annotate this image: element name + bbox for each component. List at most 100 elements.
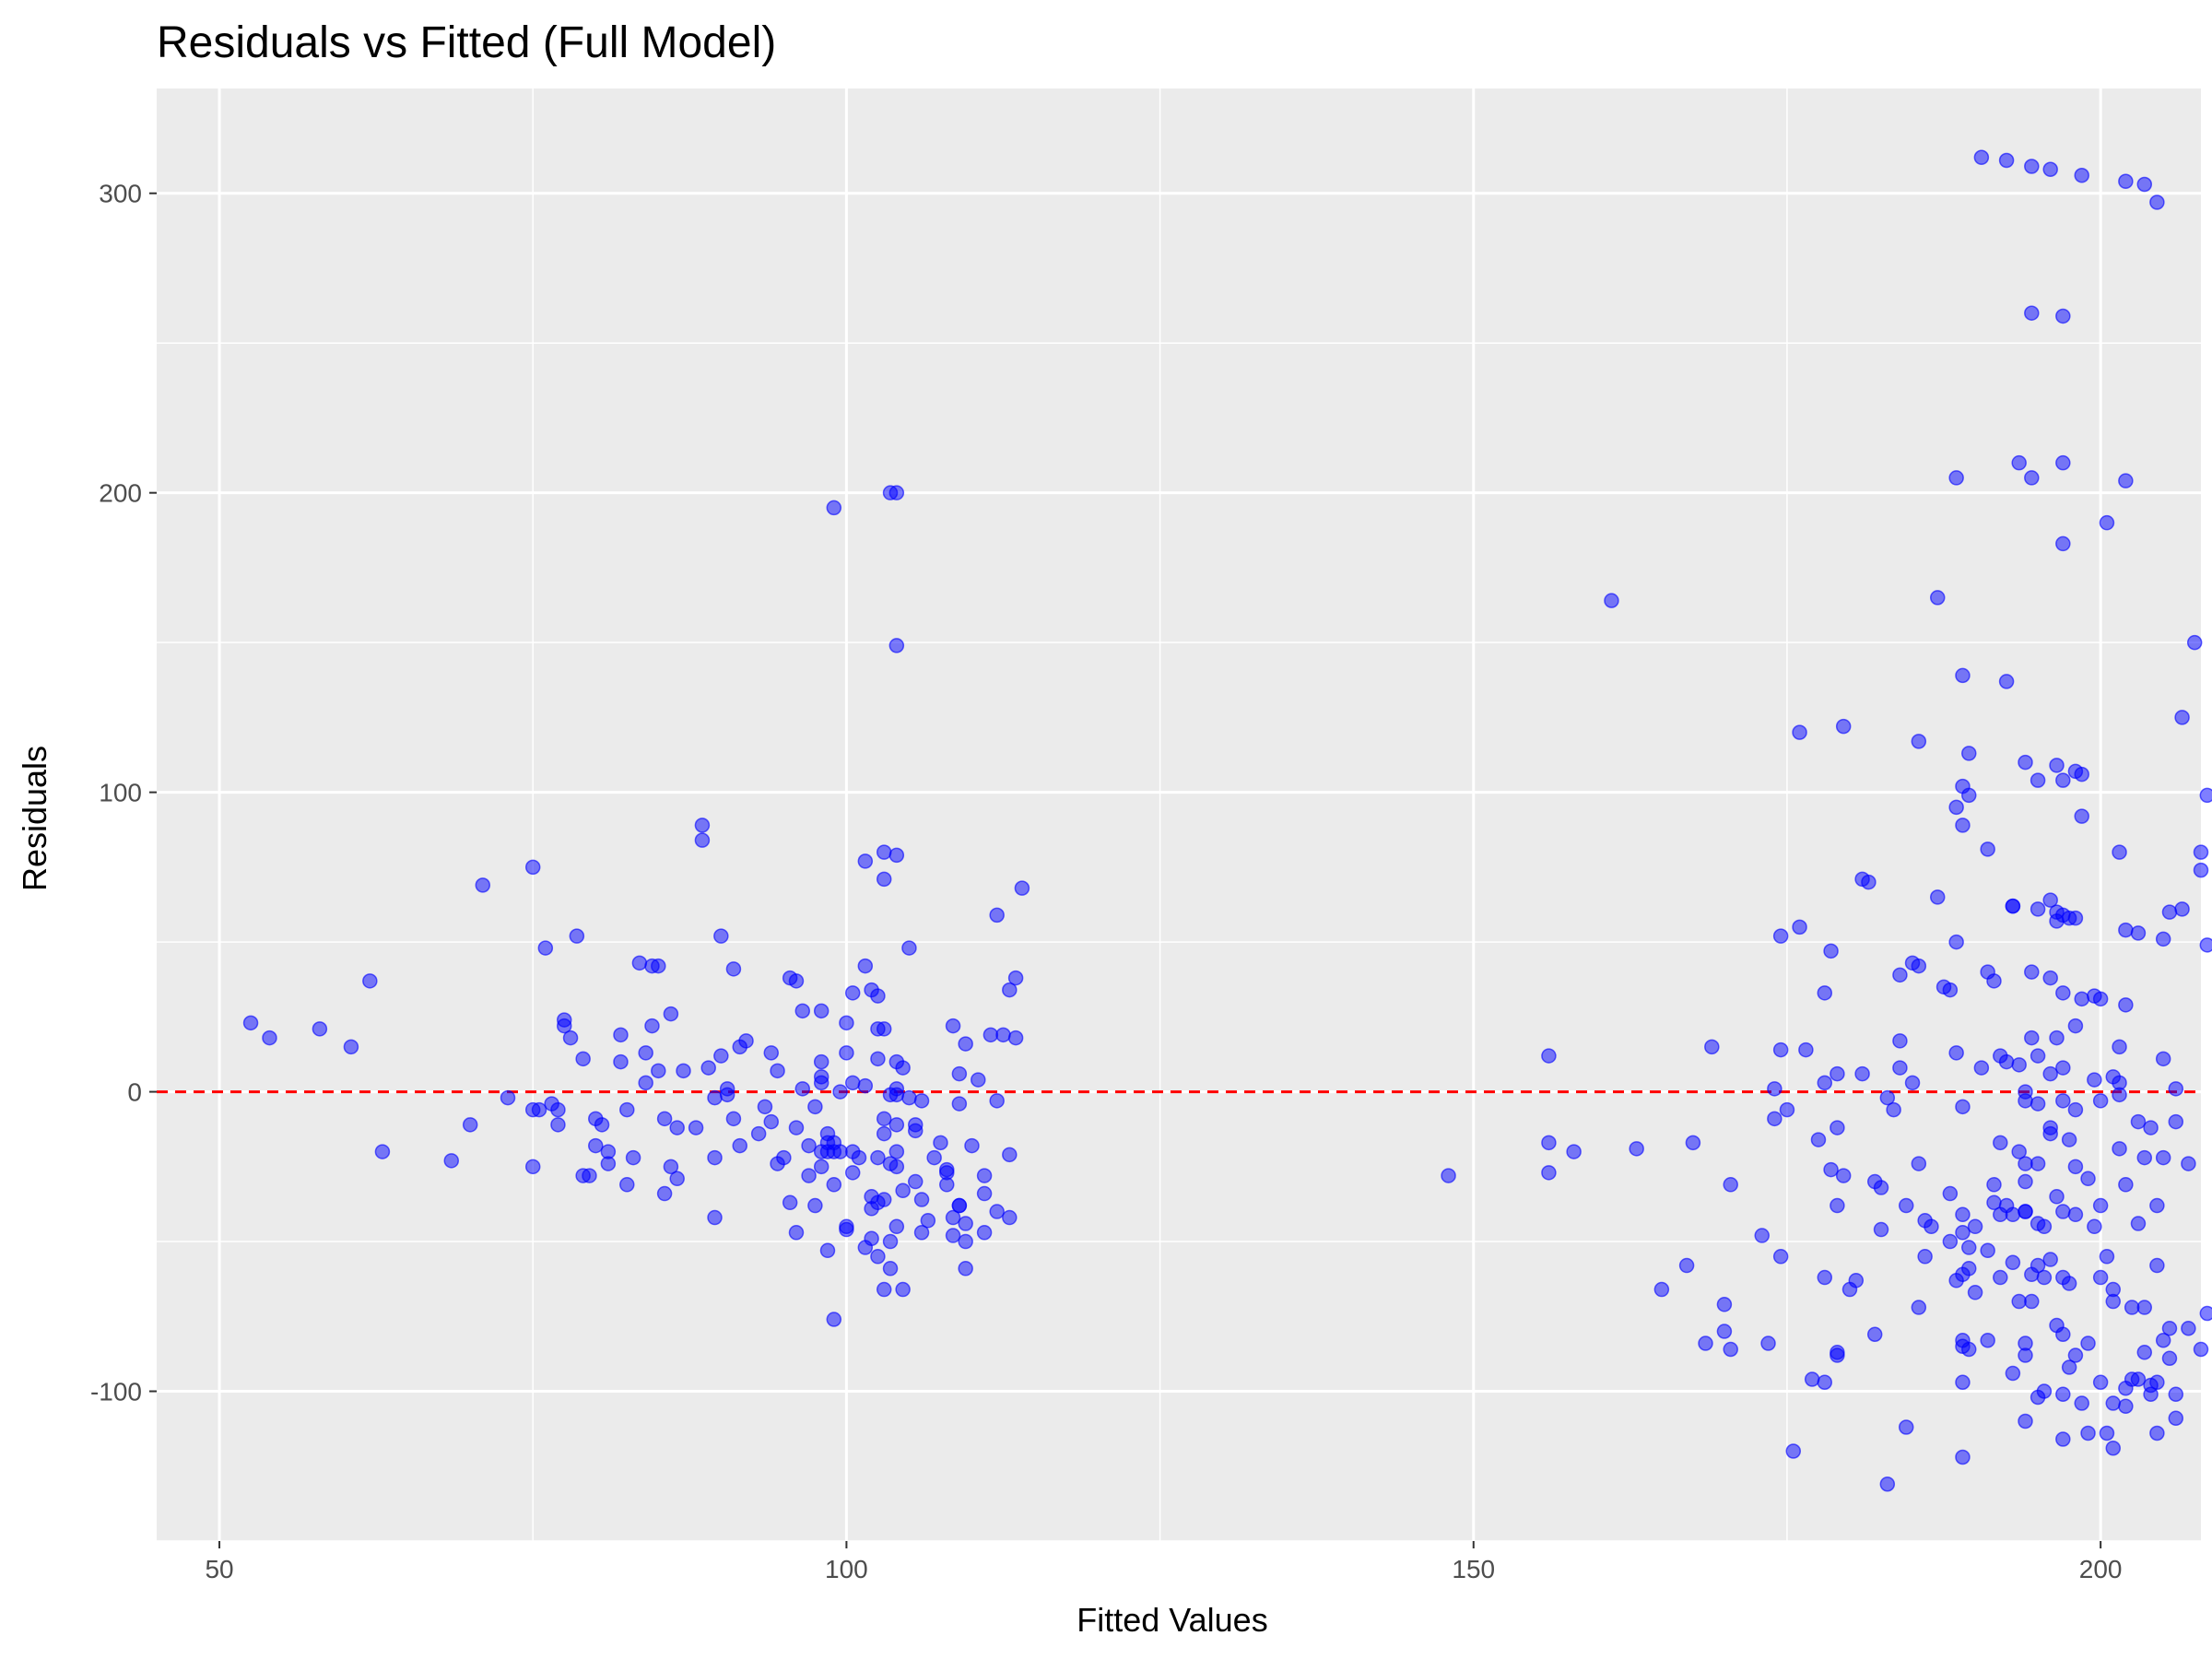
data-point: [500, 1089, 516, 1106]
data-point: [651, 1063, 666, 1079]
data-point: [951, 1197, 968, 1214]
data-point: [1973, 1060, 1990, 1076]
data-point: [707, 1209, 723, 1226]
data-point: [2030, 1156, 2046, 1171]
data-point: [1898, 1197, 1914, 1214]
data-point: [1866, 1326, 1883, 1343]
data-point: [1653, 1281, 1670, 1298]
data-point: [1541, 1048, 1557, 1064]
data-point: [1002, 1147, 1018, 1163]
data-point: [575, 1051, 591, 1067]
data-point: [2130, 1113, 2147, 1130]
data-point: [619, 1101, 635, 1118]
data-point: [2042, 892, 2058, 908]
y-axis-title: Residuals: [16, 746, 53, 891]
data-point: [738, 1033, 754, 1049]
data-point: [1898, 1419, 1914, 1435]
data-point: [857, 958, 874, 974]
data-point: [813, 1053, 830, 1070]
data-point: [1835, 1168, 1852, 1183]
data-point: [2099, 1425, 2115, 1441]
data-point: [1830, 1345, 1845, 1360]
data-point: [1830, 1197, 1845, 1214]
data-point: [2149, 1197, 2165, 1214]
data-point: [1685, 1135, 1701, 1151]
data-point: [907, 1123, 924, 1139]
data-point: [864, 1230, 879, 1247]
data-point: [895, 1060, 911, 1076]
data-point: [839, 1015, 854, 1031]
data-point: [631, 955, 648, 971]
data-point: [1678, 1257, 1695, 1274]
data-point: [1942, 982, 1959, 998]
data-point: [888, 1087, 905, 1103]
y-tick-label: -100: [90, 1378, 142, 1406]
data-point: [1541, 1165, 1557, 1181]
data-point: [669, 1171, 685, 1187]
data-point: [2005, 898, 2021, 914]
data-point: [1823, 943, 1839, 959]
data-point: [1723, 1177, 1738, 1193]
data-point: [857, 1077, 874, 1094]
y-tick-label: 200: [99, 479, 142, 508]
data-point: [1917, 1249, 1933, 1265]
data-point: [2181, 1156, 2196, 1171]
data-point: [2181, 1321, 2196, 1336]
data-point: [901, 1089, 917, 1106]
data-point: [613, 1027, 629, 1043]
data-point: [832, 1084, 848, 1100]
data-point: [663, 1159, 679, 1175]
data-point: [2124, 1300, 2140, 1315]
data-point: [1955, 667, 1971, 684]
data-point: [2118, 473, 2134, 488]
data-point: [2155, 1051, 2171, 1067]
data-point: [1973, 149, 1990, 165]
data-point: [2074, 808, 2089, 824]
data-point: [2067, 1018, 2084, 1034]
data-point: [569, 928, 585, 944]
data-point: [669, 1120, 685, 1135]
data-point: [826, 1312, 842, 1327]
data-point: [1955, 1374, 1971, 1391]
data-point: [1604, 593, 1619, 608]
data-point: [613, 1053, 629, 1070]
data-point: [2024, 1030, 2040, 1046]
data-point: [1942, 1233, 1959, 1250]
data-point: [2143, 1386, 2159, 1403]
data-point: [971, 1072, 986, 1088]
data-point: [826, 1177, 842, 1193]
data-point: [1980, 841, 1995, 857]
data-point: [2067, 1101, 2084, 1118]
data-point: [2036, 1269, 2053, 1286]
data-point: [832, 1144, 848, 1159]
grid-minor: [157, 88, 2201, 1542]
data-point: [2112, 1141, 2127, 1157]
data-point: [2011, 454, 2027, 471]
data-point: [876, 1192, 892, 1207]
data-point: [1955, 818, 1971, 833]
data-point: [870, 1149, 886, 1166]
data-point: [2061, 1359, 2077, 1375]
data-point: [1911, 1300, 1927, 1315]
data-point: [1948, 934, 1964, 950]
data-point: [2042, 161, 2058, 177]
data-point: [1817, 985, 1833, 1001]
chart-title: Residuals vs Fitted (Full Model): [157, 18, 776, 67]
data-point: [2199, 1305, 2212, 1322]
data-point: [644, 1018, 660, 1034]
data-point: [801, 1137, 817, 1154]
data-point: [2168, 1081, 2184, 1097]
data-point: [826, 500, 842, 516]
data-point: [1873, 1221, 1889, 1238]
data-point: [794, 1003, 811, 1019]
data-point: [982, 1027, 999, 1043]
data-point: [1772, 1249, 1789, 1265]
data-point: [1961, 746, 1977, 761]
data-point: [2018, 1093, 2033, 1109]
data-point: [2024, 470, 2040, 486]
data-point: [1911, 958, 1927, 974]
data-point: [1986, 1177, 2002, 1193]
data-point: [625, 1149, 641, 1166]
data-point: [813, 1075, 830, 1091]
data-point: [1998, 152, 2015, 169]
